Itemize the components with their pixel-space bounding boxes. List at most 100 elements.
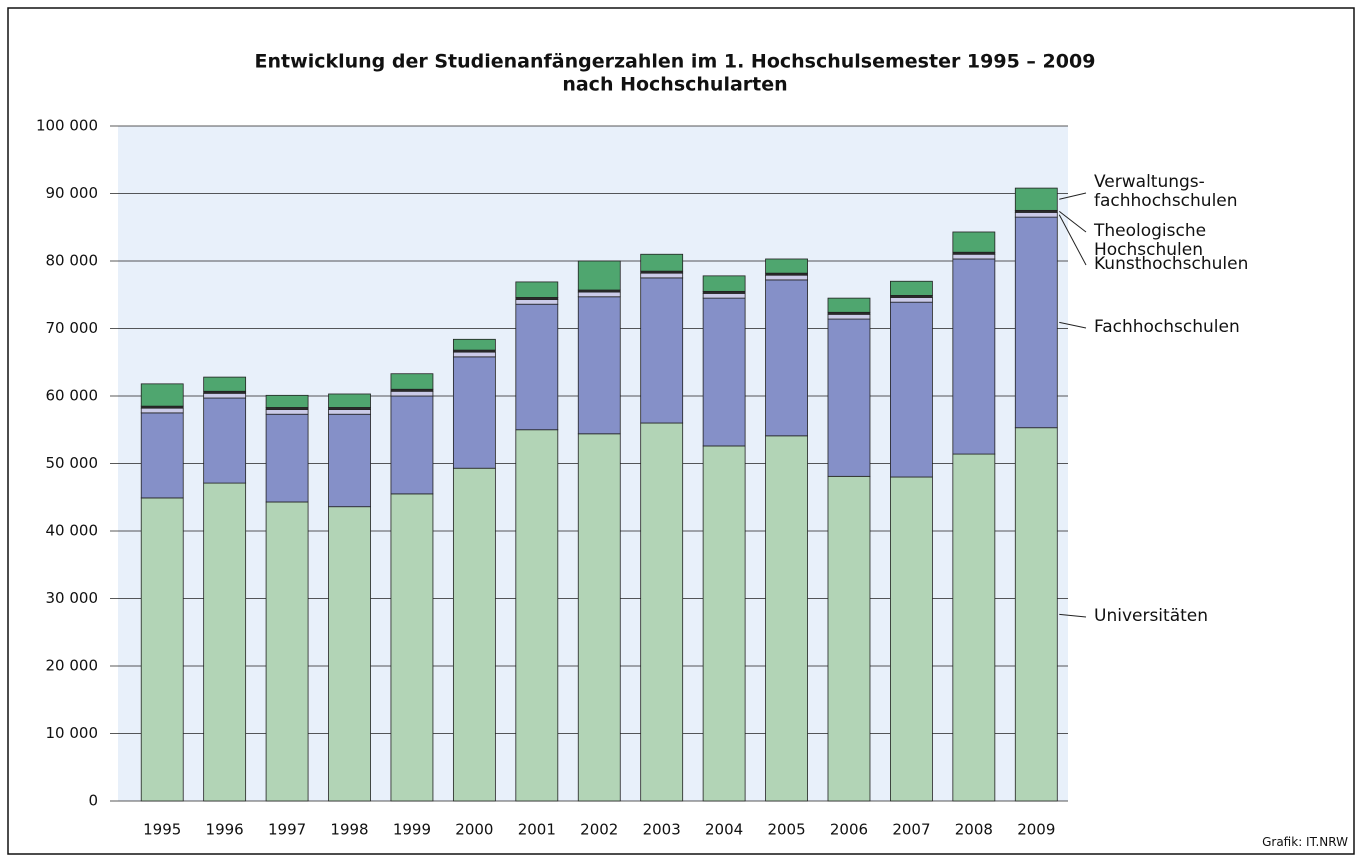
y-tick-label: 60 000: [46, 387, 99, 405]
legend-leader: [1058, 210, 1087, 233]
bar-segment: [328, 393, 371, 408]
bar-segment: [140, 412, 184, 499]
bar-segment: [265, 409, 309, 415]
bar-segment: [765, 435, 808, 802]
bar-segment: [890, 301, 933, 478]
bar-segment: [452, 356, 496, 469]
legend-label: Theologische Hochschulen: [1094, 221, 1207, 260]
bar-segment: [265, 394, 309, 408]
legend-label: Kunsthochschulen: [1094, 254, 1249, 274]
legend-label: Universitäten: [1094, 606, 1209, 626]
legend-leader: [1059, 321, 1087, 329]
bar-segment: [203, 482, 247, 802]
bar-segment: [827, 475, 871, 802]
bar-segment: [140, 383, 184, 407]
bar-segment: [827, 318, 871, 477]
bar-segment: [702, 292, 746, 299]
y-tick-label: 70 000: [46, 319, 99, 337]
bar-segment: [515, 281, 559, 298]
bar-segment: [827, 297, 871, 313]
source: Grafik: IT.NRW: [1262, 835, 1348, 849]
bar-segment: [1014, 216, 1058, 429]
x-tick-label: 2004: [705, 821, 743, 839]
bar-segment: [952, 253, 996, 260]
bar-segment: [640, 253, 684, 272]
x-tick-label: 2007: [892, 821, 930, 839]
bar-segment: [765, 279, 808, 437]
bar-segment: [203, 397, 247, 484]
bar-segment: [265, 501, 309, 802]
y-tick-label: 100 000: [36, 117, 98, 135]
bar-segment: [640, 277, 684, 424]
bar-segment: [765, 274, 808, 281]
bar-segment: [577, 291, 621, 298]
bar-segment: [702, 275, 746, 292]
frame: [7, 7, 1355, 855]
bar-segment: [890, 280, 933, 296]
bar-segment: [515, 299, 559, 305]
bar-segment: [328, 413, 371, 508]
bar-segment: [890, 297, 933, 303]
bar-segment: [140, 407, 184, 414]
bar-segment: [328, 409, 371, 415]
x-tick-label: 2006: [830, 821, 868, 839]
chart-title: Entwicklung der Studienanfängerzahlen im…: [255, 51, 1096, 73]
bar-segment: [827, 313, 871, 320]
bar-segment: [203, 392, 247, 399]
bar-segment: [640, 422, 684, 802]
y-tick-label: 40 000: [46, 522, 99, 540]
bar-segment: [577, 296, 621, 435]
legend-label: Fachhochschulen: [1094, 317, 1240, 337]
bar-segment: [1014, 211, 1058, 218]
y-tick-label: 30 000: [46, 589, 99, 607]
bar-segment: [452, 467, 496, 802]
x-tick-label: 1997: [268, 821, 306, 839]
bar-segment: [702, 445, 746, 802]
bar-segment: [515, 429, 559, 802]
y-tick-label: 10 000: [46, 724, 99, 742]
x-tick-label: 2002: [580, 821, 618, 839]
x-tick-label: 1998: [330, 821, 368, 839]
legend-leader: [1059, 613, 1087, 618]
y-tick-label: 0: [88, 792, 98, 810]
legend-leader: [1058, 214, 1087, 266]
bar-segment: [577, 260, 621, 291]
bar-segment: [890, 476, 933, 802]
legend-leader: [1059, 192, 1087, 200]
y-tick-label: 80 000: [46, 252, 99, 270]
y-tick-label: 50 000: [46, 454, 99, 472]
bar-segment: [390, 390, 434, 397]
bar-segment: [265, 413, 309, 503]
bar-segment: [390, 493, 434, 802]
bar-segment: [390, 373, 434, 390]
chart-subtitle: nach Hochschularten: [562, 74, 787, 96]
bar-segment: [1014, 427, 1058, 802]
legend-label: Verwaltungs-fachhochschulen: [1094, 172, 1238, 211]
x-tick-label: 1996: [206, 821, 244, 839]
x-tick-label: 1995: [143, 821, 181, 839]
bar-segment: [452, 351, 496, 358]
bar-segment: [577, 433, 621, 802]
bar-segment: [515, 303, 559, 431]
y-tick-label: 90 000: [46, 184, 99, 202]
x-tick-label: 2003: [643, 821, 681, 839]
x-tick-label: 2005: [767, 821, 805, 839]
bar-segment: [203, 376, 247, 392]
bar-segment: [952, 231, 996, 253]
x-tick-label: 2001: [518, 821, 556, 839]
bar-segment: [952, 258, 996, 455]
bar-segment: [702, 297, 746, 447]
bar-segment: [765, 258, 808, 274]
x-tick-label: 2008: [955, 821, 993, 839]
bar-segment: [452, 338, 496, 351]
x-tick-label: 1999: [393, 821, 431, 839]
bar-segment: [390, 395, 434, 495]
bar-segment: [328, 506, 371, 802]
x-tick-label: 2009: [1017, 821, 1055, 839]
bar-segment: [952, 453, 996, 802]
x-tick-label: 2000: [455, 821, 493, 839]
bar-segment: [1014, 187, 1058, 211]
bar-segment: [140, 497, 184, 802]
